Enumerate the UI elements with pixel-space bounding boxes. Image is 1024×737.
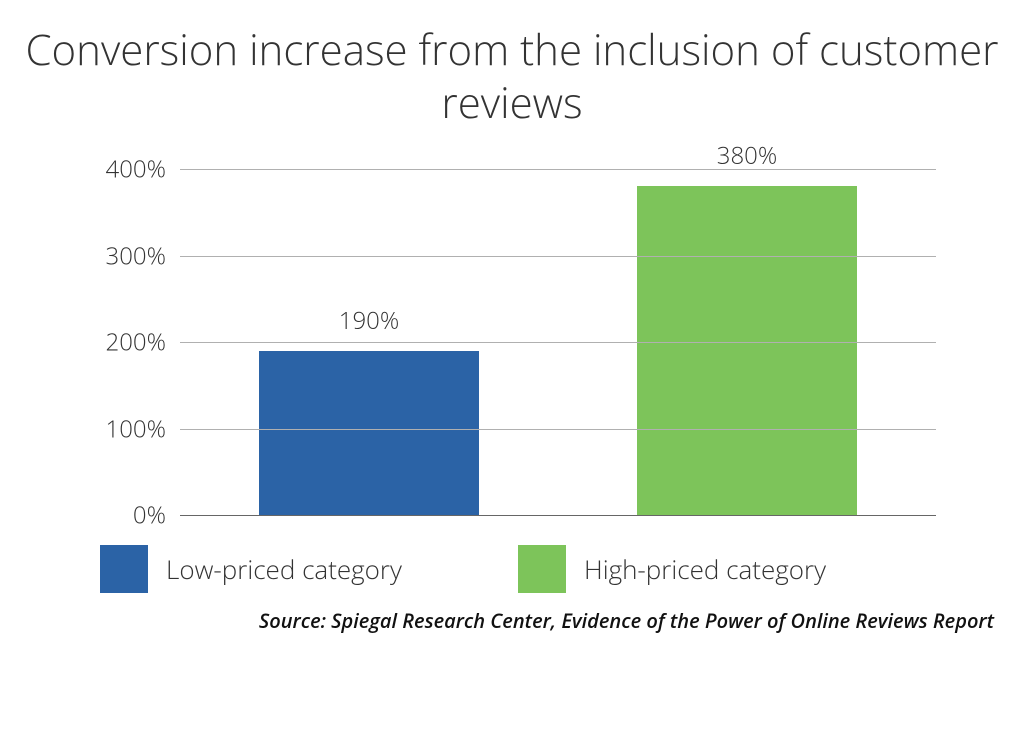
- chart-area: 190%380% 0%100%200%300%400%: [180, 169, 936, 515]
- gridline: [180, 515, 936, 516]
- chart-legend: Low-priced category High-priced category: [100, 545, 936, 593]
- gridline: [180, 256, 936, 257]
- legend-swatch: [100, 545, 148, 593]
- y-tick-label: 100%: [106, 412, 180, 445]
- legend-label: High-priced category: [584, 551, 826, 587]
- y-tick-label: 200%: [106, 326, 180, 359]
- gridline: [180, 429, 936, 430]
- gridline: [180, 169, 936, 170]
- gridline: [180, 342, 936, 343]
- bar: [637, 186, 856, 515]
- chart-title: Conversion increase from the inclusion o…: [0, 0, 1024, 129]
- legend-item: Low-priced category: [100, 545, 518, 593]
- legend-label: Low-priced category: [166, 551, 402, 587]
- bar-value-label: 380%: [717, 139, 777, 172]
- legend-item: High-priced category: [518, 545, 936, 593]
- bar-value-label: 190%: [339, 304, 399, 337]
- y-tick-label: 300%: [106, 239, 180, 272]
- y-tick-label: 0%: [133, 499, 180, 532]
- legend-swatch: [518, 545, 566, 593]
- chart-source: Source: Spiegal Research Center, Evidenc…: [0, 607, 1024, 634]
- y-tick-label: 400%: [106, 153, 180, 186]
- bar: [259, 351, 478, 515]
